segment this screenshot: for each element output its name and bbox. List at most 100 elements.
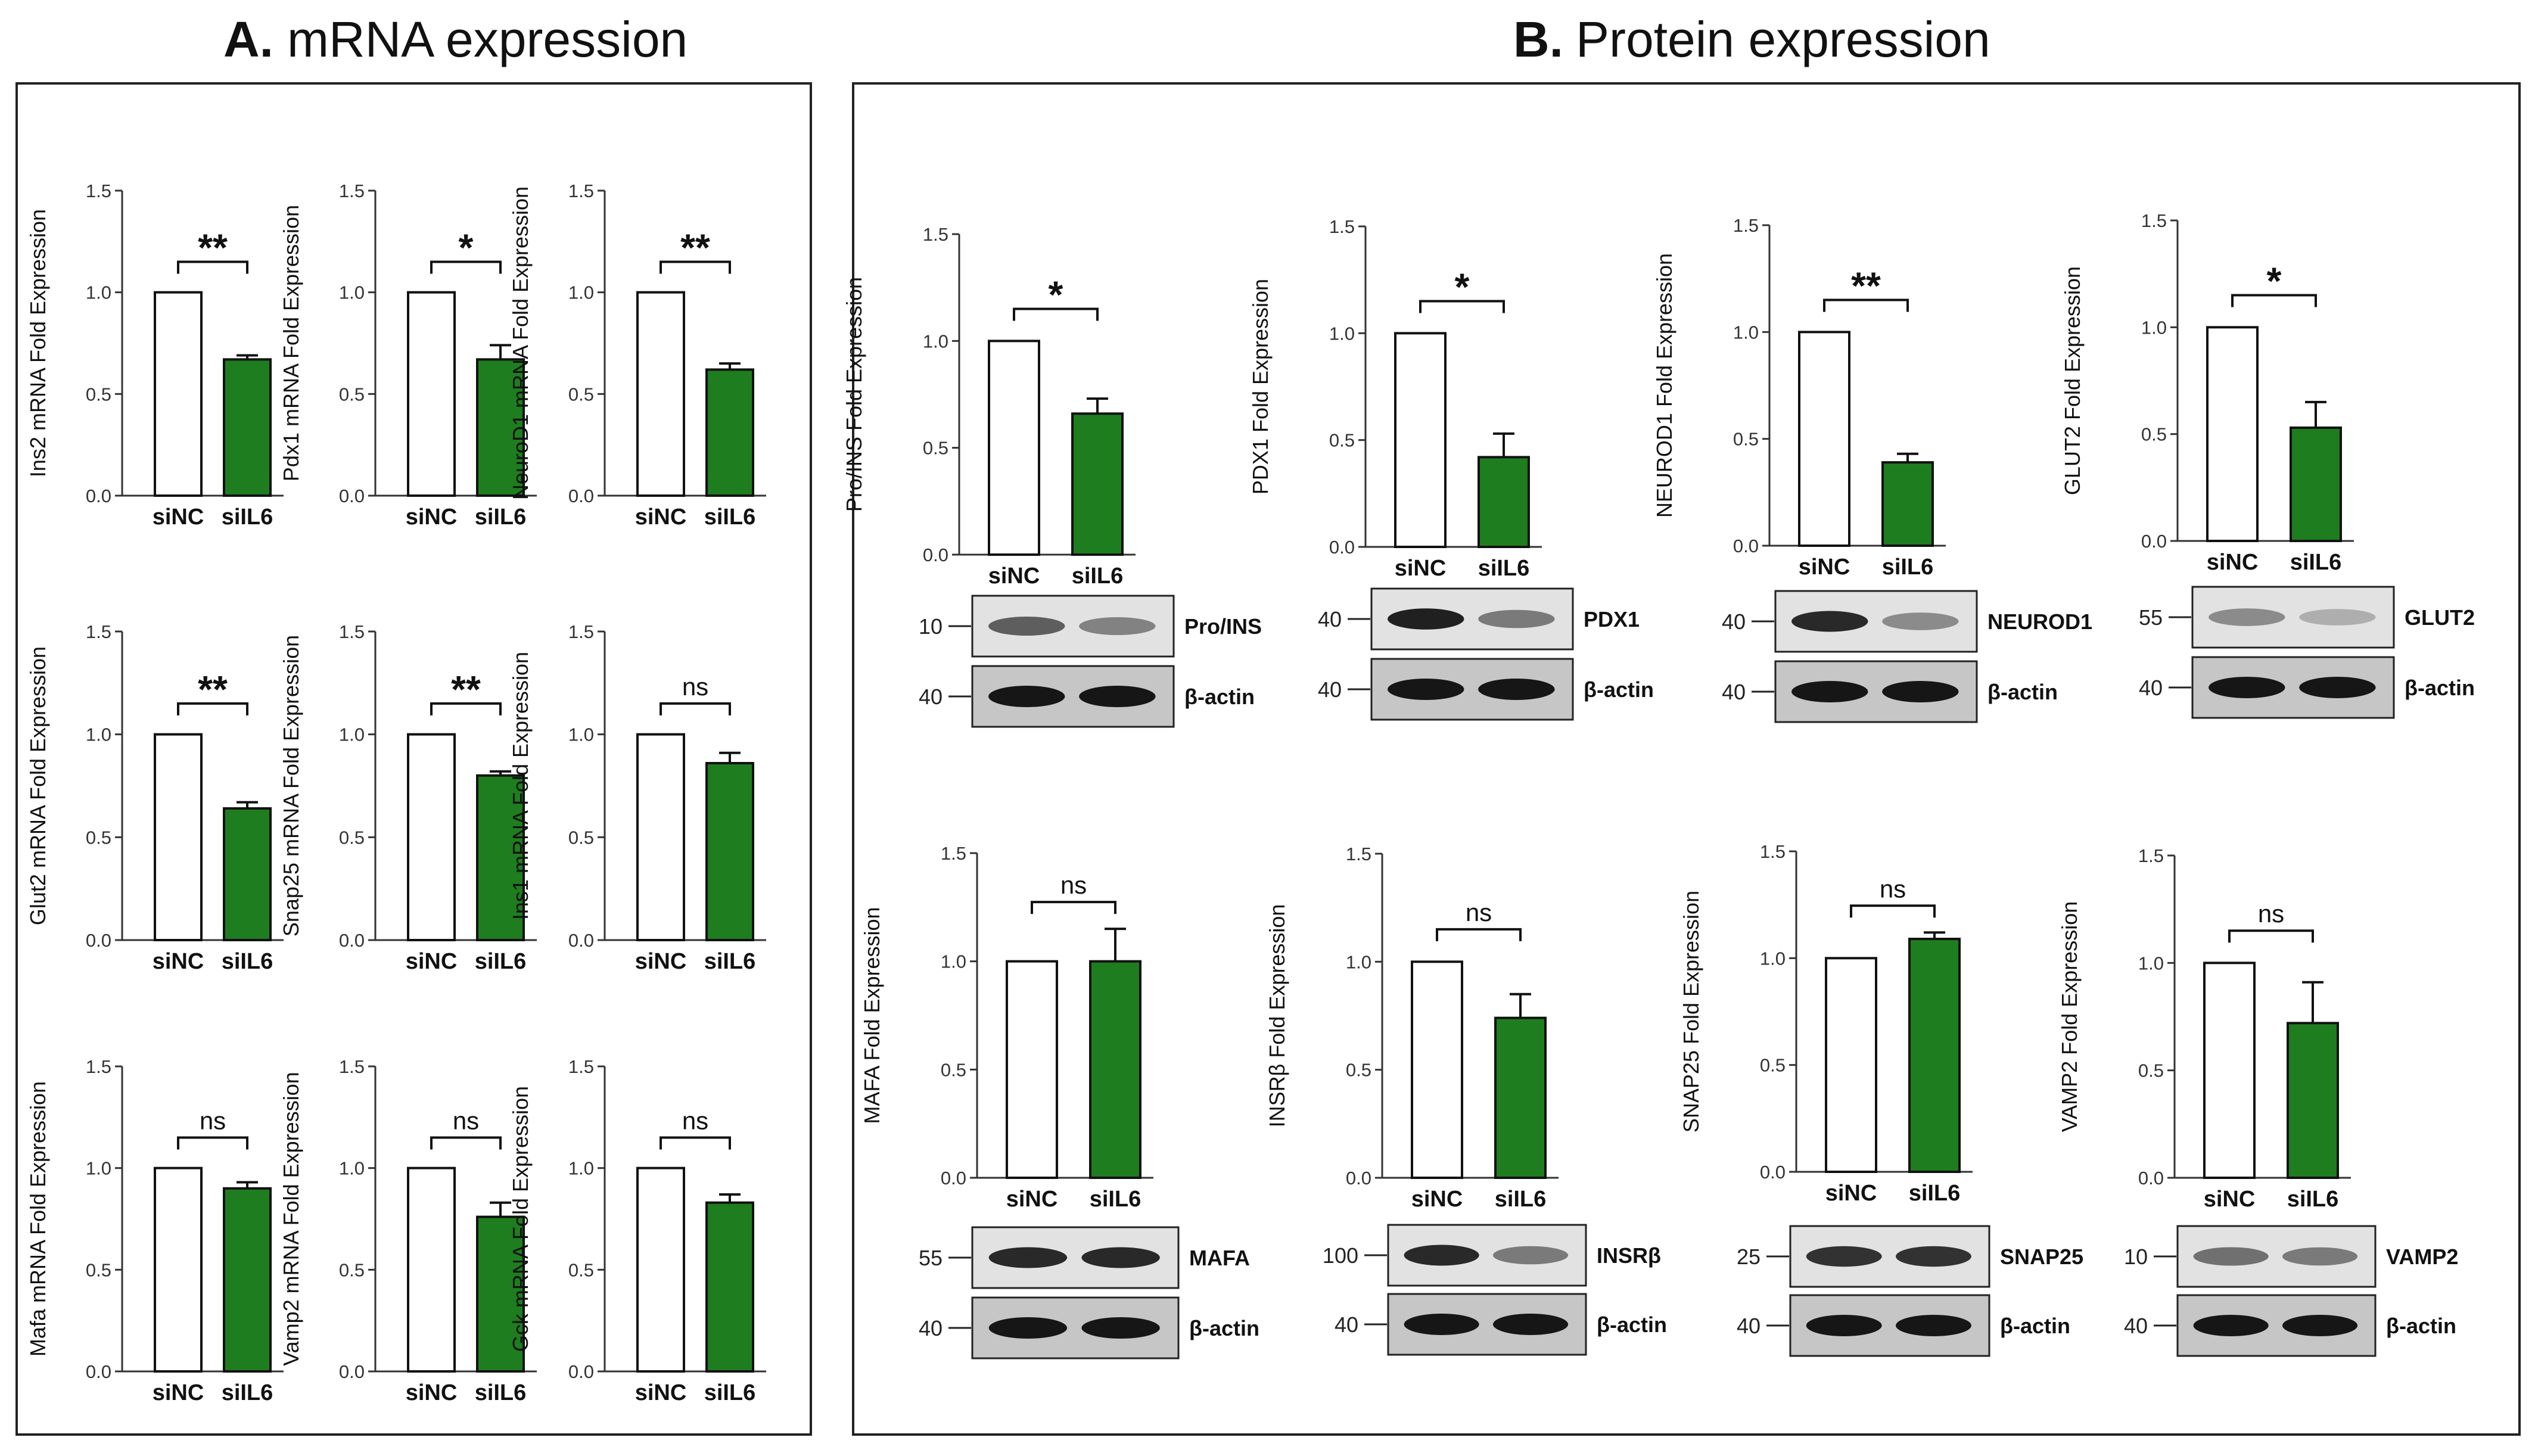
bar-sinc [1394,332,1447,548]
significance-label: ns [682,673,708,701]
bar-chart-3: 0.0 0.5 1.0 1.5 siNC siIL6 ** NeuroD1 mRNA Fold… [508,181,766,530]
y-tick-label: 0.5 [1760,1055,1786,1076]
y-tick-label: 1.5 [568,621,594,642]
significance-label: * [459,226,474,269]
molecular-weight-label: 25 [1737,1245,1760,1269]
y-tick-label: 1.5 [1733,215,1759,236]
control-band [1079,686,1156,707]
bar-siil6 [2287,1022,2339,1179]
control-band [1388,679,1464,700]
target-band [1388,608,1464,630]
y-tick-label: 1.0 [923,331,948,351]
y-tick-label: 1.5 [1346,844,1371,864]
control-band [1478,679,1555,700]
bar-chart-15: 0.0 0.5 1.0 1.5 siNC siIL6 ns INSRβ Fold Expres… [1265,844,1559,1212]
western-blot-6: INSRβ 100 β-actin 40 [1323,1224,1667,1356]
x-category-label: siIL6 [2290,550,2342,575]
molecular-weight-label: 40 [1318,607,1342,631]
bar-chart-14: 0.0 0.5 1.0 1.5 siNC siIL6 ns MAFA Fold Express… [860,843,1153,1212]
control-band [1896,1315,1971,1336]
control-band [988,1317,1068,1339]
bar-sinc [636,733,685,941]
bar-chart-1: 0.0 0.5 1.0 1.5 siNC siIL6 ** Ins2 mRNA Fold Ex… [26,181,284,530]
y-axis-label: NEUROD1 Fold Expression [1652,253,1676,518]
target-protein-label: VAMP2 [2386,1245,2458,1269]
bar-chart-16: 0.0 0.5 1.0 1.5 siNC siIL6 ns SNAP25 Fold Expre… [1679,841,1973,1206]
y-tick-label: 0.0 [923,545,948,565]
y-axis-label: PDX1 Fold Expression [1248,279,1273,494]
panel-b-letter: B. [1513,11,1563,67]
y-tick-label: 0.0 [339,1361,365,1382]
significance-label: * [2267,260,2282,303]
significance-label: ns [2258,900,2284,928]
significance-bracket [1031,901,1116,914]
target-band [1492,1246,1569,1265]
bar-chart-7: 0.0 0.5 1.0 1.5 siNC siIL6 ns Mafa mRNA Fold Ex… [26,1056,284,1405]
y-tick-label: 0.5 [1733,429,1759,450]
bar-siil6 [223,807,272,942]
significance-bracket [660,260,731,274]
x-category-label: siNC [406,1380,458,1405]
y-tick-label: 0.5 [941,1059,966,1080]
x-category-label: siIL6 [1090,1187,1141,1212]
bar-siil6 [1089,960,1141,1179]
bar-chart-2: 0.0 0.5 1.0 1.5 siNC siIL6 * Pdx1 mRNA Fold Exp… [279,181,537,530]
bar-siil6 [476,1215,525,1373]
significance-bracket [2228,929,2314,943]
western-blot-8: VAMP2 10 β-actin 40 [2124,1225,2458,1357]
molecular-weight-label: 40 [1318,677,1342,702]
control-protein-label: β-actin [2405,676,2475,700]
y-tick-label: 0.0 [568,1361,594,1382]
y-tick-label: 1.0 [568,1158,594,1179]
y-axis-label: Ins2 mRNA Fold Expression [26,209,50,477]
x-category-label: siNC [153,1380,204,1405]
x-category-label: siIL6 [704,949,756,974]
bar-siil6 [2290,426,2342,543]
target-protein-label: PDX1 [1584,607,1640,631]
control-protein-label: β-actin [2386,1314,2456,1338]
control-protein-label: β-actin [1597,1312,1667,1337]
control-band [1492,1314,1569,1335]
y-tick-label: 1.0 [339,282,365,303]
molecular-weight-label: 40 [2139,676,2163,700]
bar-chart-5: 0.0 0.5 1.0 1.5 siNC siIL6 ** Snap25 mRNA Fold … [279,621,537,974]
significance-bracket [1013,307,1099,321]
y-tick-label: 0.0 [568,930,594,951]
bar-chart-6: 0.0 0.5 1.0 1.5 siNC siIL6 ns Ins1 mRNA Fold Ex… [508,621,766,974]
bar-siil6 [1494,1016,1547,1180]
y-tick-label: 1.0 [1329,323,1355,344]
x-category-label: siIL6 [222,505,273,530]
target-band [1806,1246,1882,1267]
y-tick-label: 1.0 [339,1158,365,1179]
y-tick-label: 1.0 [2141,317,2167,338]
panel-a-letter: A. [223,11,273,67]
target-band [2209,608,2285,626]
bar-siil6 [1908,938,1961,1173]
molecular-weight-label: 40 [919,1316,943,1340]
significance-bracket [430,702,502,715]
bar-sinc [154,291,203,497]
significance-bracket [177,260,248,274]
significance-bracket [430,260,502,274]
y-tick-label: 1.5 [1329,216,1355,237]
western-blot-2: PDX1 40 β-actin 40 [1318,587,1654,721]
bar-chart-10: 0.0 0.5 1.0 1.5 siNC siIL6 * Pro/INS Fold Expre… [842,224,1136,589]
y-tick-label: 1.5 [568,1056,594,1077]
x-category-label: siIL6 [222,1380,273,1405]
bar-siil6 [1071,412,1124,556]
control-band [2299,677,2376,698]
control-protein-label: β-actin [1584,677,1654,702]
bar-chart-11: 0.0 0.5 1.0 1.5 siNC siIL6 * PDX1 Fold Expressi… [1248,216,1542,581]
target-band [1404,1245,1479,1266]
x-category-label: siNC [635,949,687,974]
western-blot-4: GLUT2 55 β-actin 40 [2139,586,2475,719]
significance-bracket [660,702,731,715]
y-tick-label: 1.5 [941,843,966,864]
significance-label: ns [200,1106,226,1134]
molecular-weight-label: 40 [919,685,943,709]
control-band [1882,681,1959,702]
bar-siil6 [705,368,754,497]
x-category-label: siNC [988,564,1040,589]
y-tick-label: 1.0 [568,724,594,745]
y-tick-label: 1.5 [568,181,594,201]
